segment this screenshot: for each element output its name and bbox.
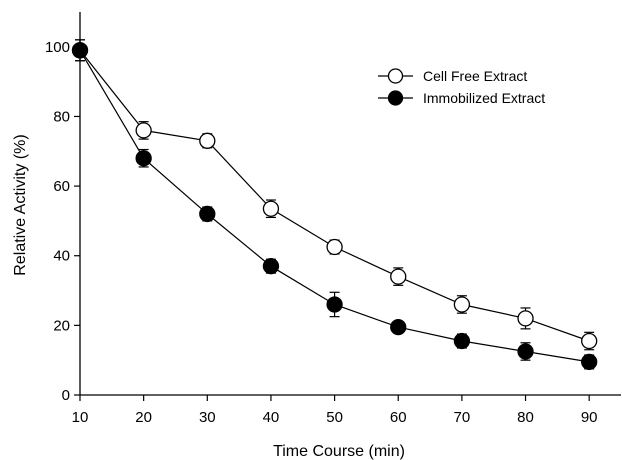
x-axis-title: Time Course (min): [273, 443, 405, 460]
legend-item-immobilized-extract: Immobilized Extract: [378, 90, 545, 106]
data-point: [581, 353, 598, 371]
series-immobilized-extract: [71, 39, 598, 371]
data-point: [199, 205, 216, 223]
data-point: [262, 200, 280, 217]
y-tick-label: 100: [45, 39, 70, 56]
data-point: [453, 296, 471, 313]
y-tick-label: 60: [53, 178, 70, 195]
data-point: [326, 296, 343, 313]
data-point: [453, 332, 471, 350]
y-tick-label: 0: [62, 387, 70, 404]
data-point: [199, 132, 216, 149]
legend-label: Immobilized Extract: [423, 90, 545, 106]
data-point: [390, 318, 407, 336]
x-tick-label: 50: [326, 409, 343, 426]
data-point: [390, 268, 407, 285]
series-layer: [71, 39, 598, 371]
x-tick-label: 70: [454, 409, 471, 426]
legend: Cell Free Extract Immobilized Extract: [378, 68, 545, 106]
x-tick-label: 80: [517, 409, 534, 426]
y-tick-label: 20: [53, 317, 70, 334]
data-point: [135, 150, 152, 167]
legend-item-cell-free-extract: Cell Free Extract: [378, 68, 527, 84]
x-tick-label: 90: [581, 409, 598, 426]
axes: 10 20 30 40 50 60 70 80 90 0 20 40 60 80 100: [45, 12, 621, 426]
y-tick-label: 40: [53, 248, 70, 265]
data-point: [135, 122, 152, 139]
data-point: [71, 42, 89, 59]
x-tick-label: 60: [390, 409, 407, 426]
data-point: [326, 238, 343, 256]
data-point: [581, 332, 598, 350]
x-tick-label: 40: [263, 409, 280, 426]
y-axis-title: Relative Activity (%): [12, 134, 29, 275]
x-tick-label: 20: [135, 409, 152, 426]
y-tick-label: 80: [53, 108, 70, 125]
data-point: [262, 258, 280, 275]
data-point: [517, 343, 534, 360]
x-tick-label: 30: [199, 409, 216, 426]
legend-marker: [387, 90, 404, 106]
x-tick-label: 10: [72, 409, 89, 426]
data-point: [517, 310, 534, 327]
legend-marker: [387, 68, 404, 84]
legend-label: Cell Free Extract: [423, 68, 527, 84]
